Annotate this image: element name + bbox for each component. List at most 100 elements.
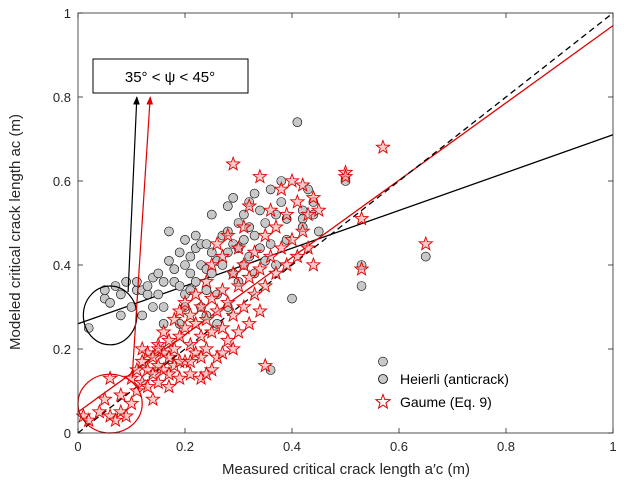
gaume-point [118,407,135,423]
y-tick-label: 0.4 [53,258,71,273]
gaume-point [144,365,161,381]
gaume-point [294,176,311,192]
gaume-point [193,349,209,365]
heierli-point [217,260,228,270]
gaume-point [294,223,311,239]
gaume-point [284,231,300,247]
heierli-point [292,117,303,127]
gaume-point [246,244,263,260]
gaume-point [198,273,215,289]
gaume-point [353,260,370,276]
heierli-point [255,205,265,216]
gaume-point [123,395,140,411]
x-tick-label: 0.2 [176,439,194,454]
heierli-point [378,356,388,367]
x-tick-label: 0.8 [497,439,515,454]
gaume-point [289,248,306,264]
heierli-point [239,209,249,220]
heierli-point [265,239,276,249]
heierli-point [206,209,217,220]
y-tick-label: 1 [64,6,71,21]
gaume-point [300,206,316,222]
gaume-point [278,256,295,272]
heierli-point [190,230,201,241]
x-tick-label: 1 [609,439,616,454]
gaume-point [289,193,306,209]
highlight-ellipse-0 [82,285,138,346]
heierli-point [169,264,180,275]
x-tick-label: 0 [74,439,81,454]
gaume-point [150,374,167,390]
gaume-point [273,181,290,197]
legend-star-icon [374,393,392,410]
gaume-point [246,286,263,302]
gaume-point [182,353,199,369]
gaume-point [112,386,129,402]
gaume-point [214,281,231,297]
gaume-point [139,378,156,394]
gaume-point [230,277,247,293]
gaume-point [257,357,274,373]
heierli-point [239,235,249,245]
gaume-point [193,298,209,314]
gaume-point [155,323,172,339]
gaume-point [273,239,290,255]
heierli-point [276,197,287,207]
gaume-point [225,155,242,171]
heierli-point [164,255,174,266]
heierli-point [420,251,431,262]
gaume-point [230,239,247,255]
gaume-point [257,277,274,293]
gaume-point [268,218,284,234]
y-tick-label: 0 [64,426,71,441]
gaume-point [214,248,231,264]
annotation-text: 35° < ψ < 45° [125,69,215,86]
gaume-point [203,290,220,306]
gaume-point [251,168,268,184]
axes-frame [77,12,614,434]
annotation-box: 35° < ψ < 45° [92,58,249,94]
heierli-point [158,276,169,287]
heierli-point [356,281,367,291]
fit-line-0 [77,134,614,325]
gaume-point [187,286,204,302]
gaume-point [219,332,236,348]
heierli-point [116,289,126,300]
heierli-point [153,268,164,279]
gaume-point [161,332,177,348]
gaume-point [171,370,188,386]
plot-area [75,12,614,434]
gaume-point [214,319,231,335]
heierli-point [260,218,271,228]
gaume-point [171,328,188,344]
gaume-point [225,340,242,356]
gaume-point [278,206,295,222]
gaume-point [150,340,167,356]
heierli-point [137,310,147,321]
gaume-point [353,210,370,226]
heierli-point [185,251,196,262]
gaume-point [161,365,177,381]
heierli-point [190,276,201,287]
gaume-point [235,218,252,234]
gaume-point [305,256,322,272]
legend: Heierli (anticrack) Gaume (Eq. 9) [374,371,509,410]
gaume-point [193,328,209,344]
gaume-point [417,235,434,251]
gaume-point [102,370,119,386]
gaume-point [177,294,193,310]
gaume-point [161,378,177,394]
gaume-point [134,340,151,356]
gaume-point [80,412,97,428]
heierli-point [105,297,115,308]
gaume-point [300,239,316,255]
x-axis-ticks: 0 0.2 0.4 0.6 0.8 1 [74,13,617,454]
gaume-point [225,307,242,323]
fit-line-1 [77,25,614,413]
heierli-point [148,302,158,312]
gaume-point [107,412,124,428]
gaume-point [284,172,300,188]
heierli-point [313,226,324,237]
legend-label-heierli: Heierli (anticrack) [400,371,509,387]
